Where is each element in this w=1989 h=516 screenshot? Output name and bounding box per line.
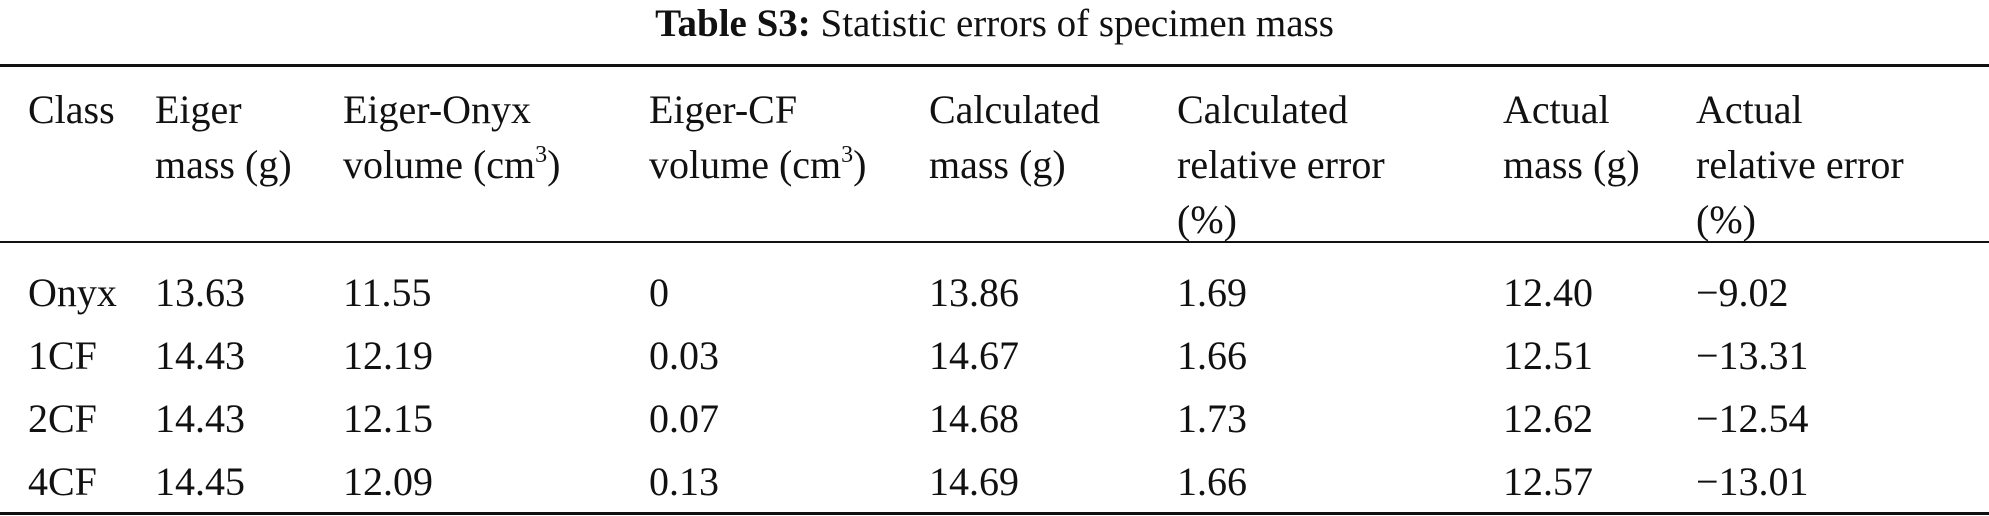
cell-class: 1CF xyxy=(28,333,97,378)
cell-eiger-mass: 14.43 xyxy=(155,396,245,441)
bottom-rule xyxy=(0,512,1989,515)
cell-calculated-relative-error: 1.73 xyxy=(1177,396,1247,441)
cell-eiger-onyx-volume: 12.15 xyxy=(343,396,433,441)
cell-calculated-mass: 13.86 xyxy=(929,270,1019,315)
table-row: 1CF 14.43 12.19 0.03 14.67 1.66 12.51 −1… xyxy=(0,324,1989,387)
table-caption: Table S3: Statistic errors of specimen m… xyxy=(0,2,1989,46)
table-caption-text: Statistic errors of specimen mass xyxy=(820,2,1334,45)
header-row: Class Eiger mass (g) Eiger-Onyx volume (… xyxy=(0,82,1989,247)
cell-eiger-cf-volume: 0.03 xyxy=(649,333,719,378)
cell-calculated-relative-error: 1.69 xyxy=(1177,270,1247,315)
cell-class: 2CF xyxy=(28,396,97,441)
table-caption-label: Table S3: xyxy=(655,2,811,45)
cell-calculated-mass: 14.69 xyxy=(929,459,1019,504)
cell-class: Onyx xyxy=(28,270,117,315)
header-calculated-mass: Calculated mass (g) xyxy=(929,87,1101,187)
cell-actual-mass: 12.62 xyxy=(1503,396,1593,441)
cell-eiger-cf-volume: 0.13 xyxy=(649,459,719,504)
header-rule xyxy=(0,241,1989,243)
header-eiger-onyx-volume: Eiger-Onyx volume (cm3) xyxy=(343,87,561,187)
table-header: Class Eiger mass (g) Eiger-Onyx volume (… xyxy=(0,82,1989,242)
cell-actual-mass: 12.40 xyxy=(1503,270,1593,315)
cell-eiger-mass: 14.43 xyxy=(155,333,245,378)
cell-actual-relative-error: −9.02 xyxy=(1696,270,1789,315)
header-actual-relative-error: Actual relative error (%) xyxy=(1696,87,1904,242)
body-table: Onyx 13.63 11.55 0 13.86 1.69 12.40 −9.0… xyxy=(0,261,1989,513)
cell-actual-relative-error: −13.01 xyxy=(1696,459,1809,504)
cell-eiger-mass: 14.45 xyxy=(155,459,245,504)
cell-eiger-onyx-volume: 11.55 xyxy=(343,270,432,315)
header-actual-mass: Actual mass (g) xyxy=(1503,87,1640,187)
cell-actual-mass: 12.51 xyxy=(1503,333,1593,378)
cell-eiger-onyx-volume: 12.19 xyxy=(343,333,433,378)
cell-actual-mass: 12.57 xyxy=(1503,459,1593,504)
header-table: Class Eiger mass (g) Eiger-Onyx volume (… xyxy=(0,82,1989,247)
cell-calculated-relative-error: 1.66 xyxy=(1177,333,1247,378)
table-row: 4CF 14.45 12.09 0.13 14.69 1.66 12.57 −1… xyxy=(0,450,1989,513)
header-eiger-cf-volume: Eiger-CF volume (cm3) xyxy=(649,87,867,187)
cell-eiger-onyx-volume: 12.09 xyxy=(343,459,433,504)
cell-eiger-cf-volume: 0 xyxy=(649,270,669,315)
header-calculated-relative-error: Calculated relative error (%) xyxy=(1177,87,1385,242)
cell-actual-relative-error: −13.31 xyxy=(1696,333,1809,378)
cell-actual-relative-error: −12.54 xyxy=(1696,396,1809,441)
cell-eiger-cf-volume: 0.07 xyxy=(649,396,719,441)
cell-calculated-mass: 14.67 xyxy=(929,333,1019,378)
cell-class: 4CF xyxy=(28,459,97,504)
header-class: Class xyxy=(28,87,115,132)
table-row: 2CF 14.43 12.15 0.07 14.68 1.73 12.62 −1… xyxy=(0,387,1989,450)
top-rule xyxy=(0,64,1989,67)
table-row: Onyx 13.63 11.55 0 13.86 1.69 12.40 −9.0… xyxy=(0,261,1989,324)
cell-calculated-mass: 14.68 xyxy=(929,396,1019,441)
cell-calculated-relative-error: 1.66 xyxy=(1177,459,1247,504)
header-eiger-mass: Eiger mass (g) xyxy=(155,87,292,187)
cell-eiger-mass: 13.63 xyxy=(155,270,245,315)
